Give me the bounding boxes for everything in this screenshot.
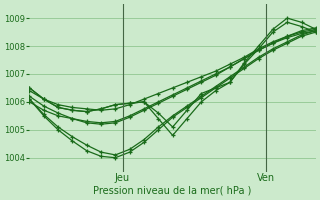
X-axis label: Pression niveau de la mer( hPa ): Pression niveau de la mer( hPa ): [93, 186, 252, 196]
